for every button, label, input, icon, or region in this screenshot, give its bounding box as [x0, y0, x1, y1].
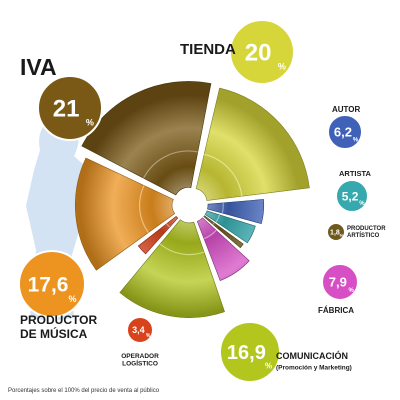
percent-sign: %: [68, 294, 76, 304]
slice-ring: [143, 150, 198, 179]
slice-sublabel: DE MÚSICA: [20, 326, 88, 341]
data-label: 5,2: [342, 189, 359, 203]
slice-label-group: 20 % TIENDA: [180, 19, 295, 85]
slice-name: ARTISTA: [339, 169, 372, 178]
slice-label-group: 16,9% COMUNICACIÓN (Promoción y Marketing): [219, 321, 352, 383]
slice-label-group: 6,2% AUTOR: [327, 105, 363, 150]
slice-ring: [212, 222, 215, 225]
data-label: 1,8: [330, 230, 340, 237]
value-bubble: [321, 263, 359, 301]
value-bubble: [327, 114, 363, 150]
slice-name: PRODUCTOR: [20, 313, 97, 327]
value-bubble: [126, 316, 154, 344]
pie-slice: [207, 199, 265, 225]
data-label: 21: [53, 96, 80, 123]
data-label: 7,9: [329, 275, 347, 290]
data-label: 20: [245, 40, 272, 67]
slice-name: PRODUCTOR: [347, 226, 386, 232]
slice-ring: [159, 243, 205, 256]
slice-label-group: 5,2% ARTISTA: [335, 169, 372, 213]
slice-name: AUTOR: [332, 105, 361, 114]
slice-name: TIENDA: [180, 41, 236, 58]
percent-sign: %: [86, 118, 94, 128]
chart-footnote: Porcentajes sobre el 100% del precio de …: [8, 388, 160, 394]
pie-slice: [75, 157, 176, 271]
value-bubble: [326, 222, 346, 242]
slice-ring: [221, 202, 224, 214]
data-label: 6,2: [334, 125, 352, 140]
percent-sign: %: [340, 233, 344, 238]
value-bubble: [219, 321, 281, 383]
value-bubble: [229, 19, 295, 85]
percent-sign: %: [265, 362, 272, 371]
value-bubble: [335, 179, 369, 213]
slice-label-group: 21 % IVA: [20, 54, 103, 141]
slice-ring: [215, 214, 221, 223]
percent-sign: %: [353, 137, 359, 143]
slice-ring: [203, 229, 217, 240]
percent-sign: %: [146, 333, 151, 339]
percent-sign: %: [348, 288, 354, 294]
value-bubble: [18, 250, 86, 318]
slice-sublabel: ARTÍSTICO: [347, 231, 380, 239]
slice-sublabel: LOGÍSTICO: [122, 358, 158, 367]
slice-ring: [204, 153, 243, 197]
slice-name: FÁBRICA: [318, 306, 354, 315]
slice-name: OPERADOR: [121, 353, 159, 360]
slice-name: IVA: [20, 54, 57, 80]
pie-slice: [195, 87, 310, 201]
slice-label-group: 7,9% FÁBRICA: [318, 263, 359, 315]
pie-slice: [196, 217, 250, 281]
data-label: 17,6: [28, 274, 69, 297]
value-bubble: [37, 75, 103, 141]
slice-sublabel: (Promoción y Marketing): [276, 364, 352, 371]
slice-name: COMUNICACIÓN: [276, 350, 348, 361]
pie-slice: [119, 219, 225, 318]
data-label: 16,9: [227, 342, 266, 364]
data-label: 3,4: [132, 325, 145, 335]
percent-sign: %: [278, 62, 286, 72]
slice-ring: [138, 185, 149, 233]
percent-sign: %: [359, 201, 365, 207]
slice-ring: [166, 223, 171, 228]
